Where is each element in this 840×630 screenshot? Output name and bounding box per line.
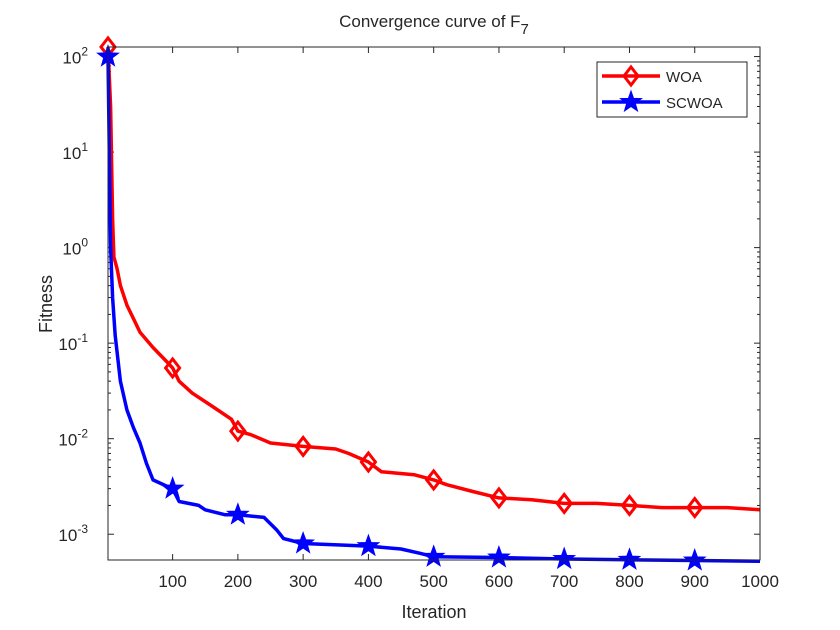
y-tick-label: 101 — [62, 140, 88, 163]
y-axis-label: Fitness — [36, 275, 56, 333]
x-tick-label: 500 — [419, 572, 447, 591]
y-tick-label: 100 — [62, 236, 88, 259]
y-tick-label: 102 — [62, 45, 88, 68]
scwoa-marker — [487, 545, 511, 568]
x-tick-label: 300 — [289, 572, 317, 591]
scwoa-marker — [225, 502, 250, 525]
woa-marker — [620, 494, 639, 517]
x-tick-label: 800 — [615, 572, 643, 591]
axes-box — [107, 46, 761, 561]
legend: WOA SCWOA — [596, 61, 748, 118]
chart-title: Convergence curve of F7 — [339, 12, 529, 38]
scwoa-marker — [617, 547, 642, 570]
scwoa-marker — [356, 533, 381, 557]
x-tick-label: 400 — [354, 572, 382, 591]
legend-box — [596, 61, 748, 118]
x-tick-label: 600 — [485, 572, 513, 591]
legend-woa-label: WOA — [666, 69, 702, 86]
x-tick-label: 700 — [550, 572, 578, 591]
y-tick-label: 10-2 — [58, 427, 88, 450]
legend-scwoa-marker — [619, 89, 643, 113]
scwoa-marker — [421, 544, 446, 567]
woa-marker — [294, 434, 313, 458]
x-tick-label: 900 — [681, 572, 709, 591]
woa-line — [106, 46, 761, 512]
woa-marker — [555, 491, 574, 515]
y-tick-label: 10-3 — [58, 522, 88, 545]
woa-marker — [424, 468, 443, 492]
x-tick-label: 200 — [224, 572, 252, 591]
legend-scwoa-label: SCWOA — [666, 95, 723, 112]
scwoa-marker — [291, 531, 315, 554]
woa-marker — [228, 419, 247, 443]
legend-woa-marker — [622, 64, 640, 88]
plot-area — [108, 47, 760, 560]
x-axis-label: Iteration — [401, 602, 466, 622]
x-tick-label: 1000 — [741, 572, 779, 591]
x-tick-label: 100 — [158, 572, 186, 591]
woa-marker — [359, 450, 378, 474]
y-tick-label: 10-1 — [58, 331, 88, 354]
scwoa-marker — [160, 476, 185, 499]
woa-marker — [163, 356, 182, 380]
scwoa-marker — [682, 548, 707, 571]
scwoa-marker — [552, 546, 577, 570]
woa-marker — [490, 486, 508, 510]
woa-marker — [685, 496, 704, 520]
